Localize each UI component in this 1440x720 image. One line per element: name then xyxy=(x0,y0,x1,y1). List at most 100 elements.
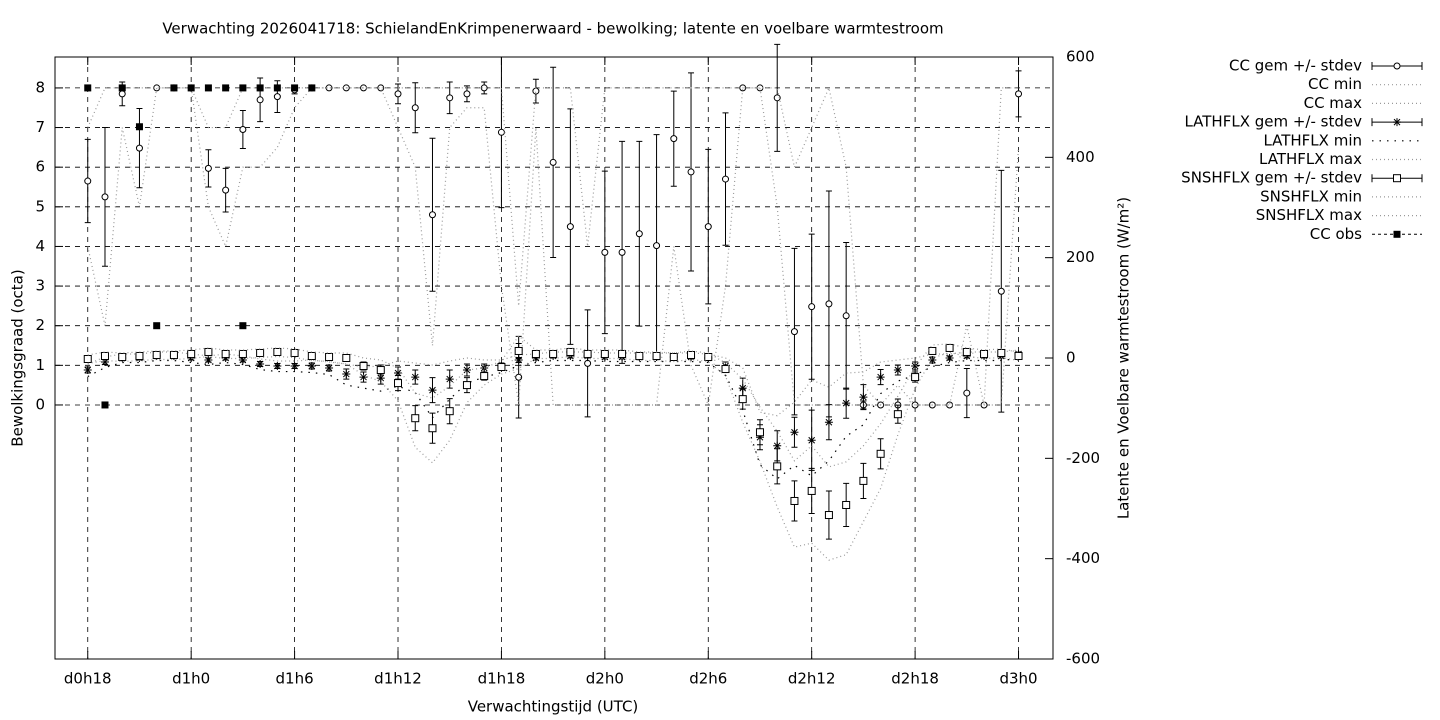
point xyxy=(842,399,851,408)
min-max-line xyxy=(87,357,1019,480)
min-max-line xyxy=(87,87,1020,408)
point xyxy=(480,372,489,381)
point xyxy=(842,312,850,320)
point xyxy=(808,303,816,311)
point xyxy=(618,349,627,358)
point xyxy=(790,428,799,437)
point xyxy=(377,84,385,92)
point xyxy=(238,349,247,358)
x-tick-label: d2h18 xyxy=(891,670,939,688)
y2-tick-label: 200 xyxy=(1066,248,1095,266)
x-tick-label: d2h6 xyxy=(689,670,727,688)
point xyxy=(256,96,264,104)
point xyxy=(514,356,523,365)
point xyxy=(618,248,626,256)
y2-tick-label: -600 xyxy=(1066,650,1100,668)
point xyxy=(135,144,143,152)
legend-symbol xyxy=(1393,62,1401,70)
point xyxy=(997,348,1006,357)
y-tick-label: 1 xyxy=(35,356,45,374)
point xyxy=(962,351,971,360)
x-tick-label: d2h0 xyxy=(586,670,624,688)
point xyxy=(445,375,454,384)
point xyxy=(221,354,230,362)
point xyxy=(876,373,885,382)
point xyxy=(256,84,264,92)
point xyxy=(480,84,488,92)
y2-tick-label: 0 xyxy=(1066,349,1076,367)
y-axis-label: Bewolkingsgraad (octa) xyxy=(9,269,27,446)
point xyxy=(101,401,109,409)
point xyxy=(824,418,833,427)
point xyxy=(876,449,885,458)
point xyxy=(291,84,299,92)
point xyxy=(945,343,954,352)
point xyxy=(462,381,471,390)
point xyxy=(204,164,212,172)
y2-tick-label: 400 xyxy=(1066,148,1095,166)
point xyxy=(376,374,385,383)
point xyxy=(825,300,833,308)
point xyxy=(600,349,609,358)
point xyxy=(463,90,471,98)
point xyxy=(411,104,419,112)
y-tick-label: 2 xyxy=(35,316,45,334)
point xyxy=(170,84,178,92)
x-tick-label: d2h12 xyxy=(788,670,836,688)
point xyxy=(273,84,281,92)
point xyxy=(428,211,436,219)
point xyxy=(101,193,109,201)
point xyxy=(118,90,126,98)
point xyxy=(566,223,574,231)
point xyxy=(273,93,281,101)
point xyxy=(394,90,402,98)
y-tick-label: 7 xyxy=(35,118,45,136)
point xyxy=(928,356,937,365)
point xyxy=(583,349,592,358)
point xyxy=(1014,351,1023,360)
point xyxy=(859,393,868,402)
y-tick-label: 4 xyxy=(35,237,45,255)
point xyxy=(704,352,713,361)
point xyxy=(773,462,782,471)
point xyxy=(653,242,661,250)
y-tick-label: 6 xyxy=(35,158,45,176)
x-tick-label: d1h12 xyxy=(374,670,422,688)
legend-symbol xyxy=(1393,230,1401,238)
x-tick-label: d3h0 xyxy=(999,670,1037,688)
point xyxy=(428,386,437,395)
point xyxy=(135,123,143,131)
legend-label: LATHFLX gem +/- stdev xyxy=(1184,113,1362,131)
point xyxy=(187,84,195,92)
point xyxy=(514,346,523,355)
point xyxy=(256,360,265,369)
legend-symbol xyxy=(1393,118,1401,127)
y2-axis-label: Latente en Voelbare warmtestroom (W/m²) xyxy=(1115,197,1133,519)
chart-title: Verwachting 2026041718: SchielandEnKrimp… xyxy=(162,20,943,38)
point xyxy=(997,287,1005,295)
x-axis-label: Verwachtingstijd (UTC) xyxy=(468,698,639,716)
legend-label: CC max xyxy=(1304,94,1363,112)
point xyxy=(911,373,920,382)
point xyxy=(84,84,92,92)
point xyxy=(222,186,230,194)
point xyxy=(980,349,989,358)
legend-label: SNSHFLX min xyxy=(1260,187,1362,205)
point xyxy=(531,354,540,362)
point xyxy=(100,358,109,367)
point xyxy=(83,355,92,364)
legend-label: LATHFLX max xyxy=(1259,150,1362,168)
point xyxy=(945,354,954,362)
point xyxy=(635,351,644,360)
point xyxy=(756,84,764,92)
point xyxy=(307,351,316,360)
x-tick-label: d0h18 xyxy=(64,670,112,688)
point xyxy=(738,395,747,404)
y2-tick-label: 600 xyxy=(1066,48,1095,66)
point xyxy=(273,362,282,371)
point xyxy=(118,84,126,92)
point xyxy=(824,511,833,520)
point xyxy=(169,350,178,359)
point xyxy=(497,128,505,136)
point xyxy=(704,223,712,231)
